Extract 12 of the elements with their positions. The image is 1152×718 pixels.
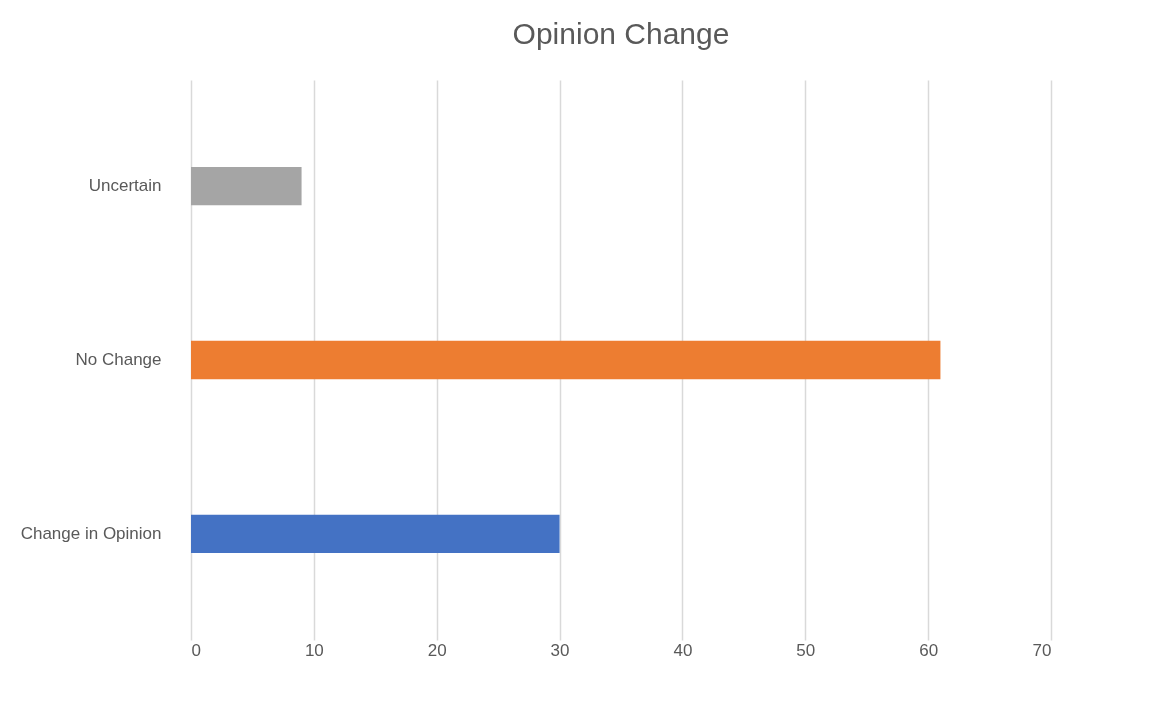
y-tick-label: No Change	[75, 350, 162, 369]
x-tick-label: 0	[191, 640, 201, 660]
chart-title: Opinion Change	[512, 17, 730, 50]
x-tick-label: 10	[304, 640, 324, 660]
x-tick-label: 60	[919, 640, 939, 660]
y-tick-label: Uncertain	[88, 176, 162, 196]
x-tick-label: 50	[796, 640, 816, 660]
x-tick-label: 40	[673, 640, 693, 660]
x-tick-label: 70	[1032, 640, 1052, 660]
x-tick-label: 20	[427, 640, 447, 660]
x-tick-label: 30	[550, 640, 570, 660]
y-tick-label: Change in Opinion	[20, 523, 162, 543]
